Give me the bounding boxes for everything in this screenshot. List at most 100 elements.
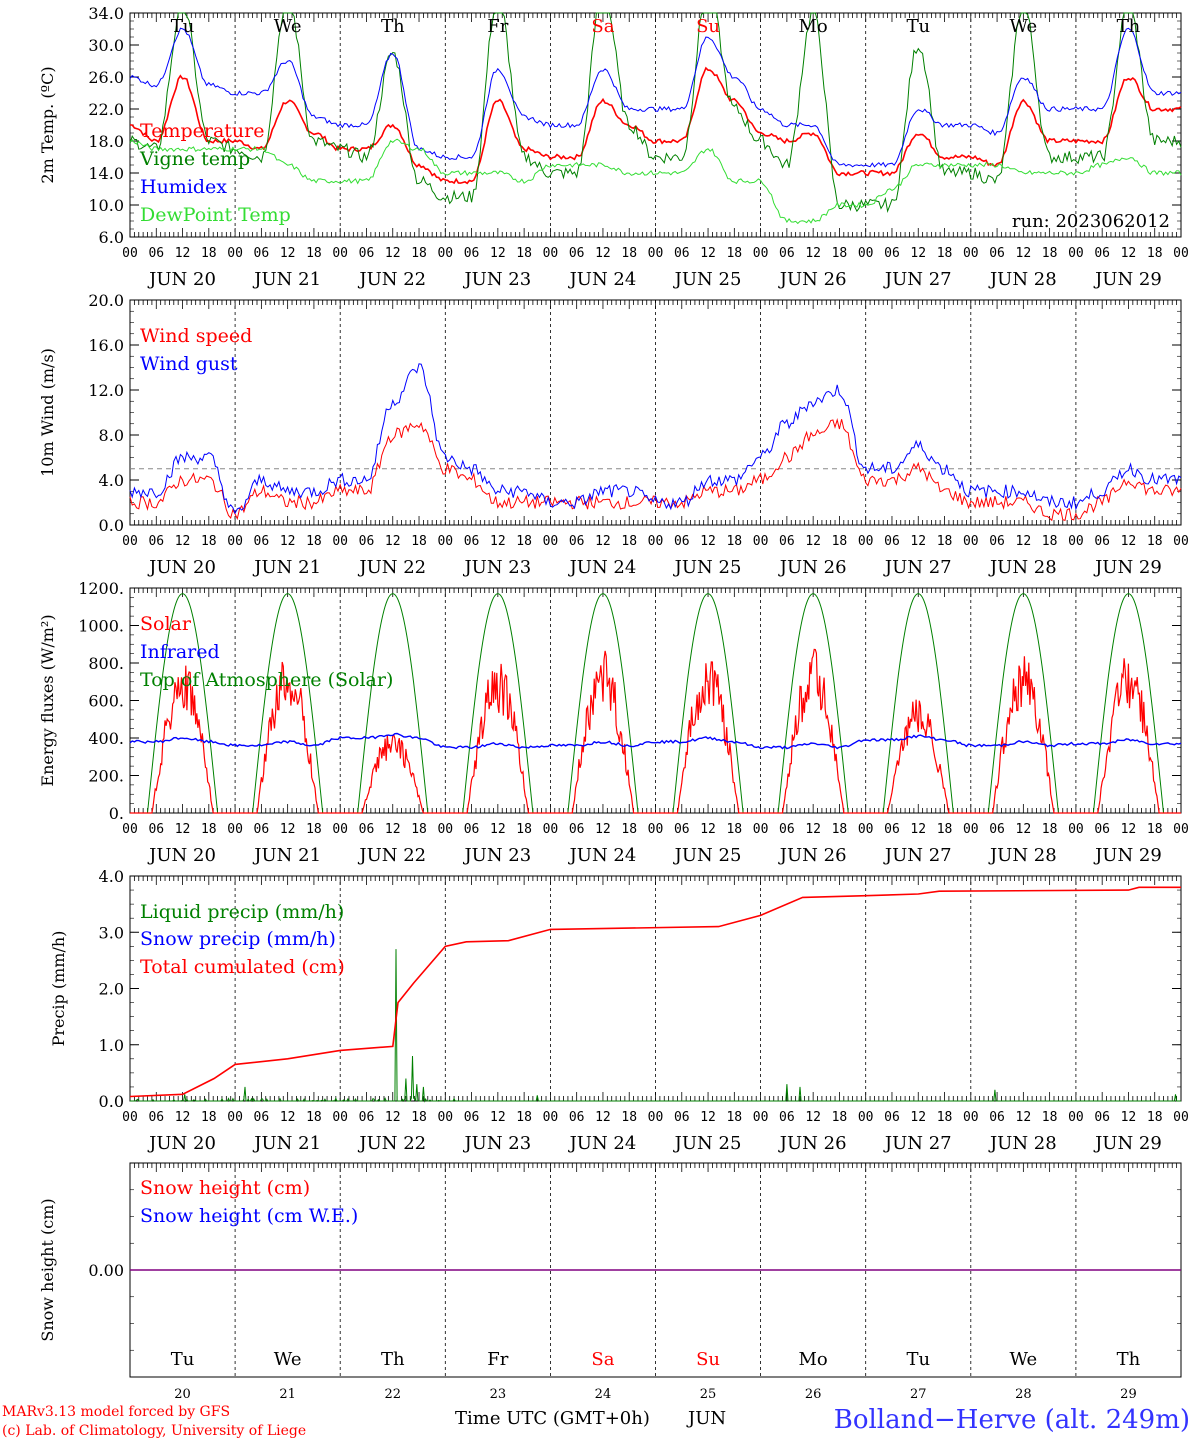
weekday-label: Su xyxy=(696,1349,720,1370)
hour-label: 00 xyxy=(753,534,769,549)
hour-label: 12 xyxy=(280,822,296,837)
hour-label: 18 xyxy=(621,822,637,837)
hour-label: 06 xyxy=(1094,822,1110,837)
date-label: JUN 21 xyxy=(252,1133,321,1154)
legend-liquid-precip-mm-h-: Liquid precip (mm/h) xyxy=(140,901,344,923)
date-label: JUN 29 xyxy=(1093,269,1162,290)
hour-label: 12 xyxy=(910,1110,926,1125)
date-label: JUN 21 xyxy=(252,845,321,866)
hour-label: 06 xyxy=(1094,534,1110,549)
hour-label: 18 xyxy=(1147,246,1163,261)
hour-label: 18 xyxy=(726,822,742,837)
hour-label: 12 xyxy=(385,822,401,837)
y-tick-label: 18.0 xyxy=(88,132,124,151)
date-label: JUN 29 xyxy=(1093,557,1162,578)
series-dewpoint-temp xyxy=(129,138,1182,225)
panel-frame xyxy=(129,299,1182,526)
date-label: JUN 29 xyxy=(1093,1133,1162,1154)
hour-label: 00 xyxy=(543,246,559,261)
hour-label: 06 xyxy=(1094,246,1110,261)
hour-label: 06 xyxy=(989,822,1005,837)
day-number: 25 xyxy=(700,1387,717,1402)
hour-label: 00 xyxy=(963,534,979,549)
hour-label: 18 xyxy=(411,246,427,261)
hour-label: 18 xyxy=(832,246,848,261)
panel-frame xyxy=(129,587,1182,814)
y-tick-label: 4.0 xyxy=(99,867,124,886)
date-label: JUN 29 xyxy=(1093,845,1162,866)
date-label: JUN 21 xyxy=(252,557,321,578)
weekday-label: We xyxy=(274,1349,302,1370)
hour-label: 18 xyxy=(937,246,953,261)
hour-label: 06 xyxy=(254,822,270,837)
hour-label: 06 xyxy=(254,534,270,549)
legend-snow-height-cm-w-e-: Snow height (cm W.E.) xyxy=(140,1205,358,1227)
hour-label: 00 xyxy=(858,822,874,837)
series-vigne-temp xyxy=(129,12,1182,214)
hour-label: 12 xyxy=(910,822,926,837)
weekday-label: Fr xyxy=(487,16,508,37)
date-label: JUN 25 xyxy=(673,1133,742,1154)
hour-label: 18 xyxy=(1042,246,1058,261)
hour-label: 06 xyxy=(569,822,585,837)
date-label: JUN 26 xyxy=(778,845,847,866)
hour-label: 06 xyxy=(674,534,690,549)
hour-label: 06 xyxy=(148,246,164,261)
hour-label: 00 xyxy=(437,534,453,549)
date-label: JUN 25 xyxy=(673,845,742,866)
hour-label: 18 xyxy=(516,246,532,261)
hour-label: 12 xyxy=(910,246,926,261)
hour-label: 00 xyxy=(122,1110,138,1125)
hour-label: 18 xyxy=(516,534,532,549)
hour-label: 00 xyxy=(753,822,769,837)
hour-label: 12 xyxy=(490,1110,506,1125)
hour-label: 00 xyxy=(648,534,664,549)
hour-label: 18 xyxy=(1147,534,1163,549)
hour-label: 12 xyxy=(175,246,191,261)
hour-label: 00 xyxy=(1173,1110,1189,1125)
date-label: JUN 22 xyxy=(357,269,426,290)
date-label: JUN 24 xyxy=(568,1133,637,1154)
hour-label: 00 xyxy=(1068,246,1084,261)
panel-4 xyxy=(129,875,1182,1103)
hour-label: 06 xyxy=(464,1110,480,1125)
hour-label: 06 xyxy=(884,822,900,837)
panel-1 xyxy=(129,12,1182,238)
hour-label: 18 xyxy=(201,246,217,261)
hour-label: 12 xyxy=(805,534,821,549)
legend-wind-gust: Wind gust xyxy=(140,353,238,375)
hour-label: 00 xyxy=(648,246,664,261)
legend-total-cumulated-cm-: Total cumulated (cm) xyxy=(140,956,345,978)
weekday-label: Fr xyxy=(487,1349,508,1370)
day-number: 21 xyxy=(279,1387,296,1402)
legend-snow-height-cm-: Snow height (cm) xyxy=(140,1177,310,1199)
hour-label: 00 xyxy=(227,1110,243,1125)
hour-label: 12 xyxy=(175,822,191,837)
hour-label: 00 xyxy=(858,534,874,549)
y-tick-label: 2.0 xyxy=(99,980,124,999)
hour-label: 12 xyxy=(805,246,821,261)
panel-5 xyxy=(129,1162,1182,1378)
weekday-label: Mo xyxy=(799,16,828,37)
hour-label: 06 xyxy=(1094,1110,1110,1125)
y-tick-label: 16.0 xyxy=(88,336,124,355)
hour-label: 18 xyxy=(621,246,637,261)
hour-label: 12 xyxy=(1016,534,1032,549)
legend-wind-speed: Wind speed xyxy=(140,325,252,347)
day-number: 29 xyxy=(1120,1387,1137,1402)
hour-label: 12 xyxy=(805,1110,821,1125)
y-tick-label: 3.0 xyxy=(99,923,124,942)
hour-label: 12 xyxy=(910,534,926,549)
series-wind-gust xyxy=(129,363,1182,515)
date-label: JUN 28 xyxy=(988,1133,1057,1154)
y-tick-label: 10.0 xyxy=(88,196,124,215)
hour-label: 00 xyxy=(963,246,979,261)
day-number: 27 xyxy=(910,1387,927,1402)
y-tick-label: 12.0 xyxy=(88,381,124,400)
y-tick-label: 30.0 xyxy=(88,36,124,55)
hour-label: 18 xyxy=(306,822,322,837)
date-label: JUN 28 xyxy=(988,845,1057,866)
y-tick-label: 800. xyxy=(88,654,124,673)
date-label: JUN 22 xyxy=(357,1133,426,1154)
